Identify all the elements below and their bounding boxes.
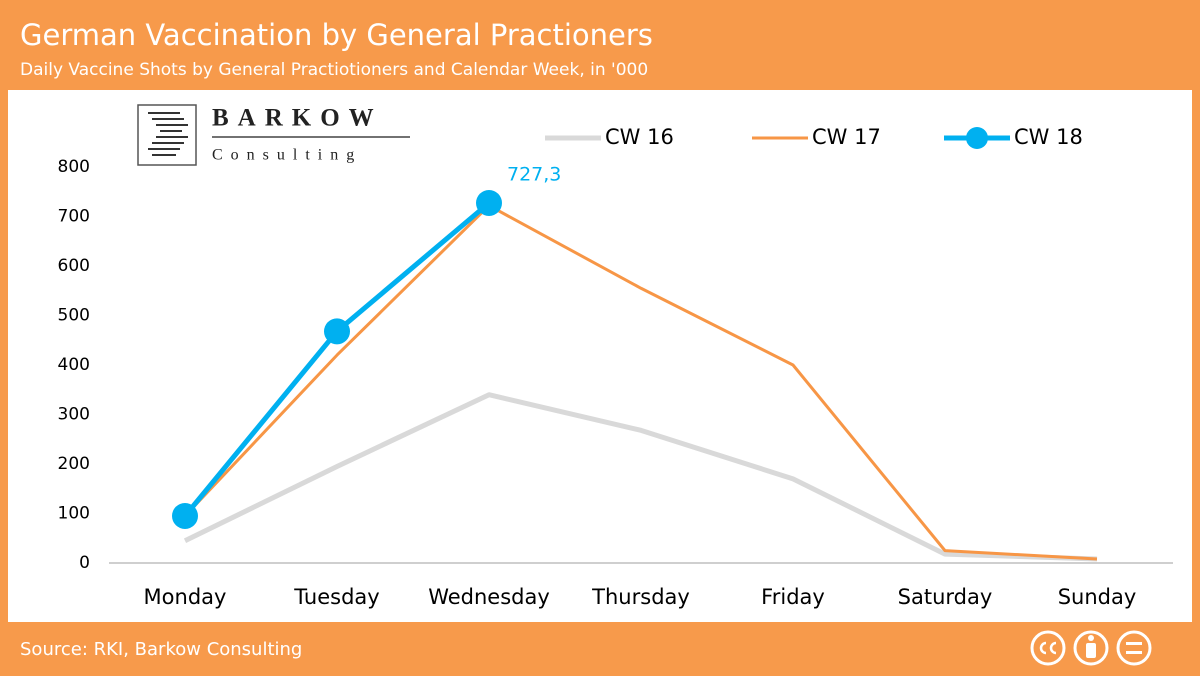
y-tick-label: 500 bbox=[58, 306, 90, 326]
y-tick-label: 300 bbox=[58, 405, 90, 425]
legend-label: CW 16 bbox=[605, 125, 674, 149]
y-tick-label: 100 bbox=[58, 504, 90, 524]
series-line bbox=[183, 392, 1098, 562]
data-label: 727,3 bbox=[507, 163, 561, 185]
marker bbox=[172, 502, 198, 529]
chart-subtitle: Daily Vaccine Shots by General Practioti… bbox=[20, 60, 648, 80]
logo-name: BARKOW bbox=[212, 105, 383, 132]
license-icons bbox=[1030, 630, 1152, 666]
legend-marker bbox=[966, 127, 988, 149]
marker bbox=[476, 189, 502, 216]
y-tick-label: 600 bbox=[58, 256, 90, 276]
x-tick-label: Thursday bbox=[591, 585, 690, 609]
legend-label: CW 17 bbox=[812, 125, 881, 149]
x-tick-label: Tuesday bbox=[293, 585, 379, 609]
logo-tagline: Consulting bbox=[212, 147, 362, 164]
x-tick-label: Saturday bbox=[898, 585, 993, 609]
y-tick-label: 800 bbox=[58, 157, 90, 177]
logo-stripes bbox=[148, 112, 188, 156]
x-tick-label: Friday bbox=[761, 585, 825, 609]
y-tick-label: 200 bbox=[58, 454, 90, 474]
x-tick-label: Wednesday bbox=[428, 585, 550, 609]
y-tick-label: 400 bbox=[58, 355, 90, 375]
source: Source: RKI, Barkow Consulting bbox=[20, 639, 302, 660]
series-line bbox=[183, 204, 1098, 561]
panel bbox=[8, 90, 1192, 622]
marker bbox=[324, 318, 350, 345]
legend-label: CW 18 bbox=[1014, 125, 1083, 149]
x-tick-label: Monday bbox=[144, 585, 227, 609]
x-tick-label: Sunday bbox=[1058, 585, 1137, 609]
chart-title: German Vaccination by General Practioner… bbox=[20, 18, 653, 52]
logo: BARKOW Consulting bbox=[137, 104, 410, 166]
y-tick-label: 700 bbox=[58, 207, 90, 227]
y-tick-label: 0 bbox=[79, 553, 90, 573]
